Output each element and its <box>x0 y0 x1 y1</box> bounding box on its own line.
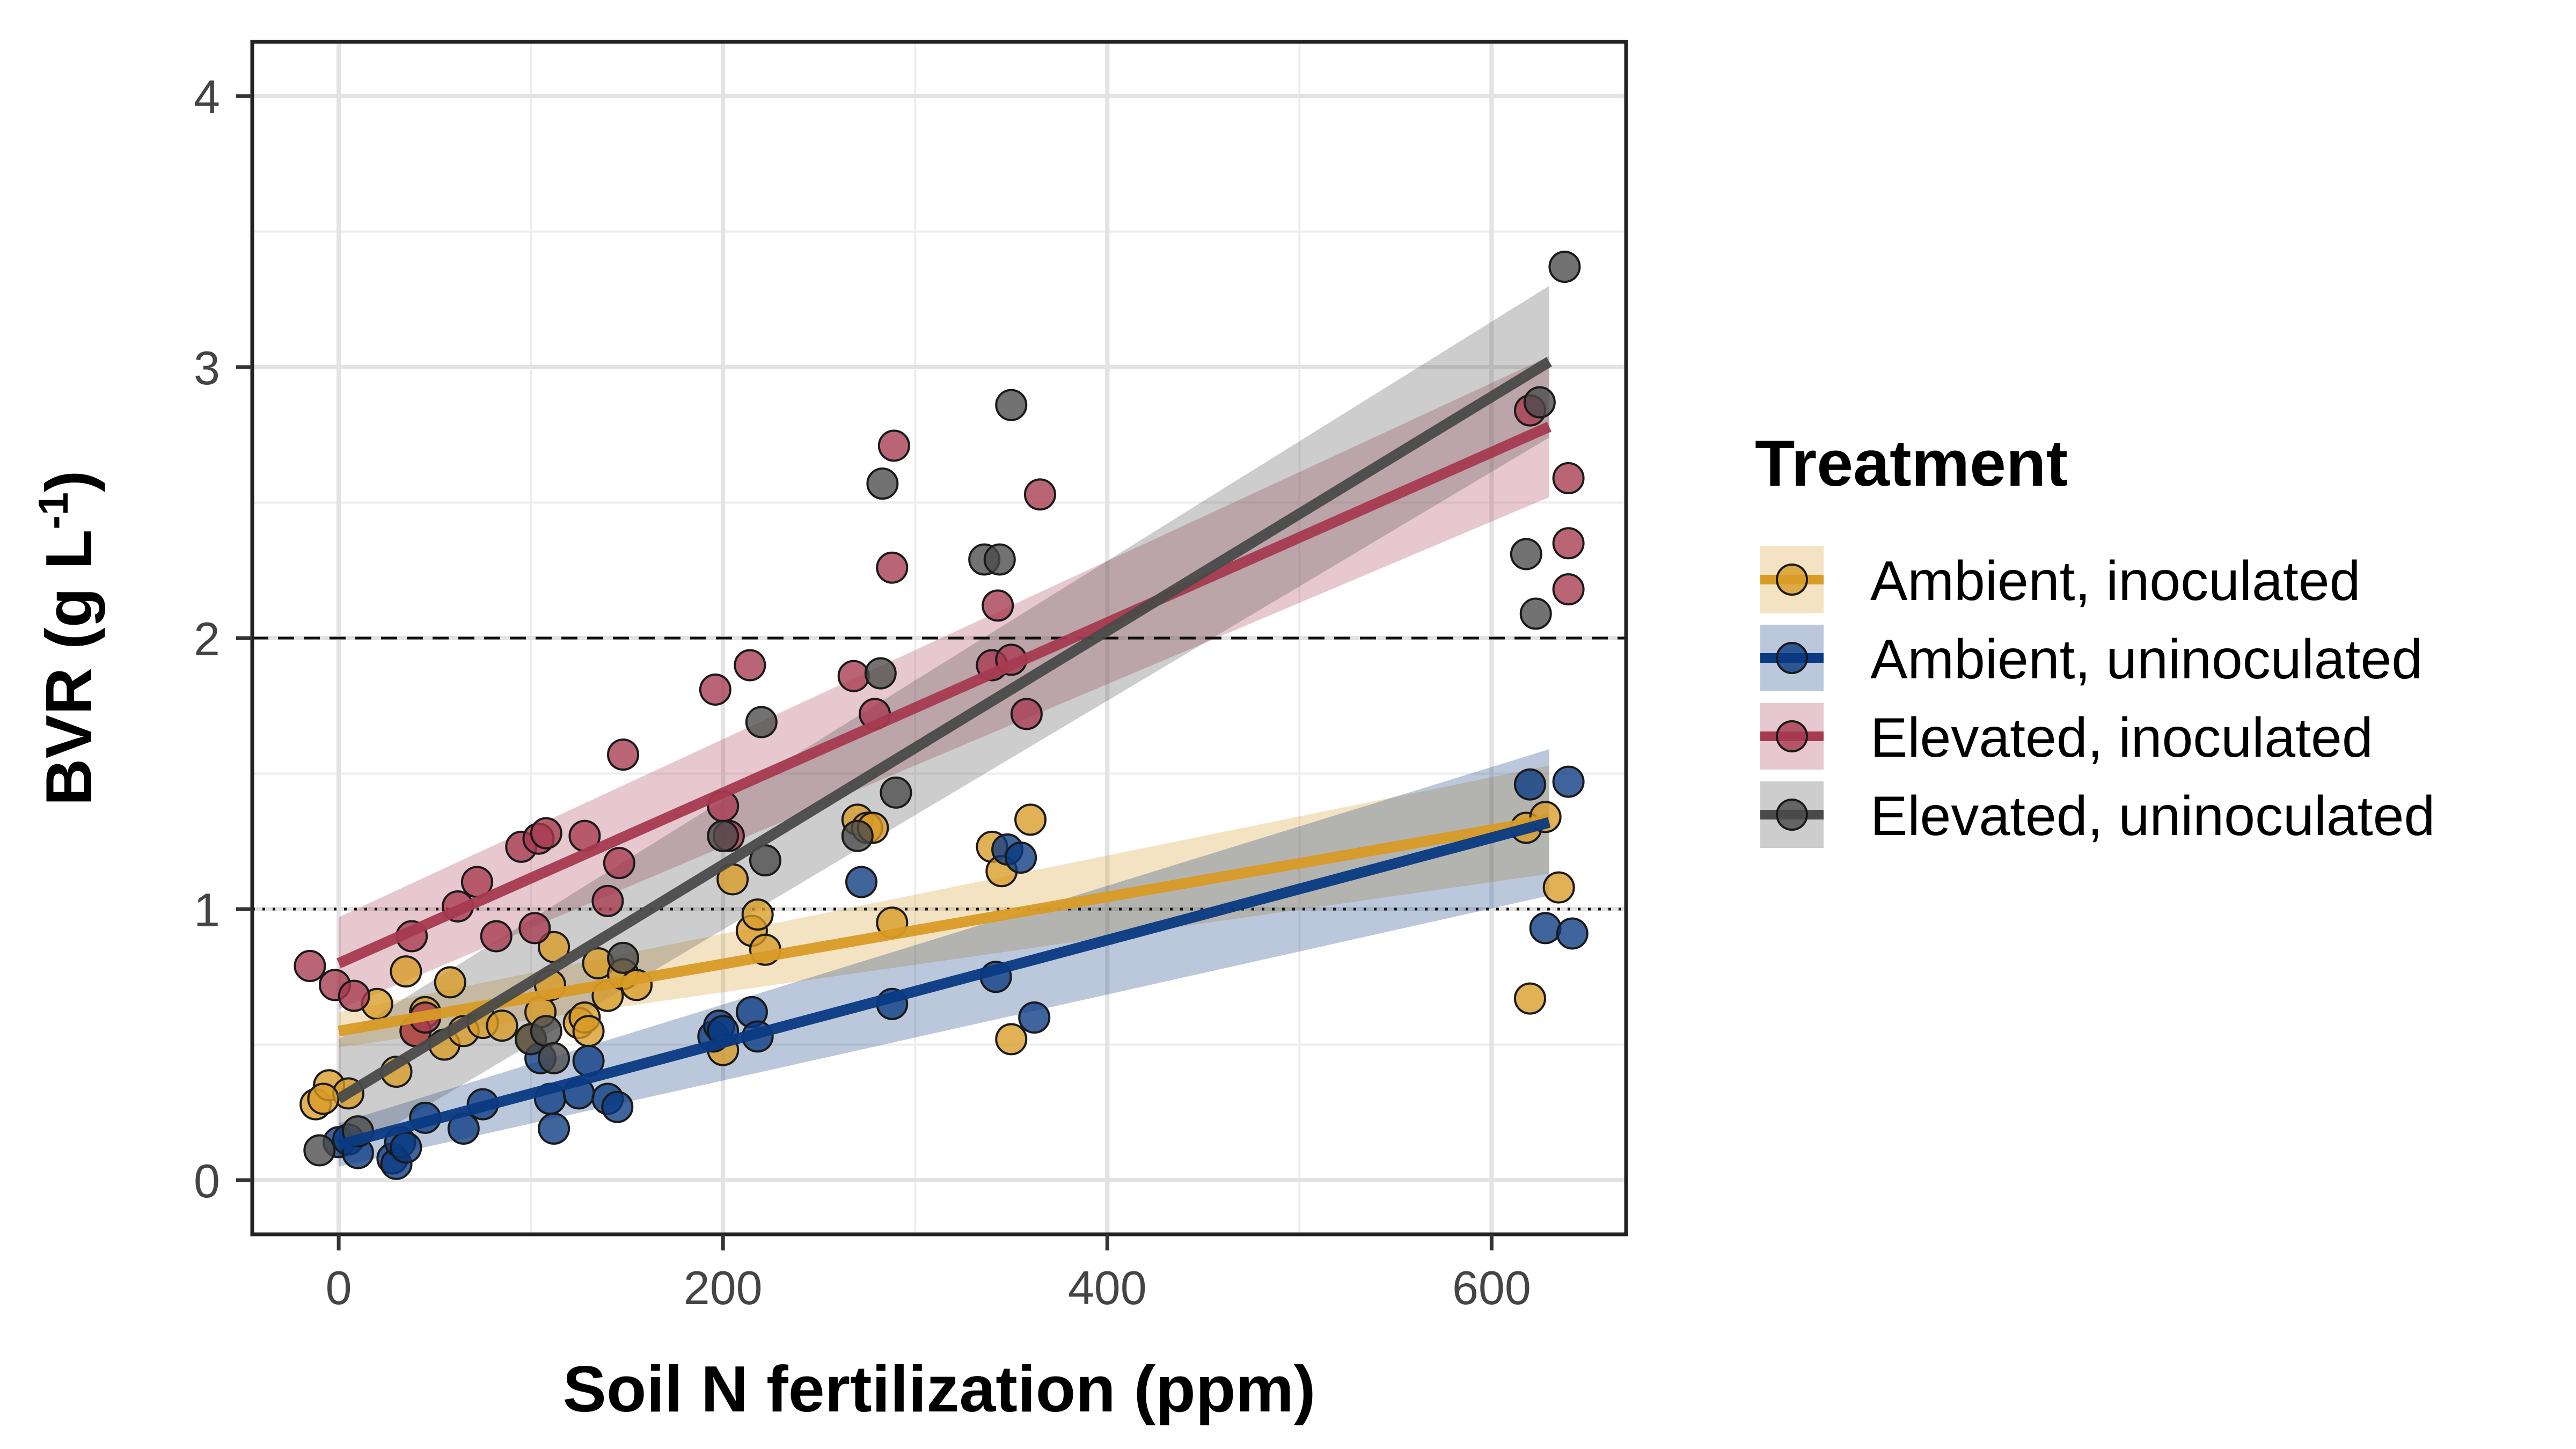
data-point <box>1510 538 1542 570</box>
confidence-ribbon <box>339 286 1549 1159</box>
x-tick-label: 400 <box>1068 1261 1147 1314</box>
data-point <box>538 1042 570 1074</box>
data-point <box>864 657 897 690</box>
data-point <box>603 847 635 880</box>
data-point <box>995 1023 1028 1056</box>
data-point <box>845 866 877 898</box>
x-tick-label: 0 <box>326 1261 352 1314</box>
y-axis-title-close: ) <box>32 470 105 492</box>
data-point <box>1542 871 1575 904</box>
data-point <box>699 673 731 706</box>
legend-label: Elevated, inoculated <box>1870 707 2373 769</box>
data-point <box>1513 768 1546 801</box>
x-tick-label: 200 <box>684 1261 763 1314</box>
data-point <box>1018 1001 1051 1034</box>
data-point <box>841 819 874 852</box>
data-point <box>591 884 624 917</box>
fit-line <box>335 357 1552 1104</box>
data-point <box>1519 597 1552 630</box>
y-tick-label: 4 <box>194 70 220 123</box>
legend-label: Ambient, uninoculated <box>1870 628 2423 691</box>
reference-lines <box>252 636 1626 911</box>
data-point <box>707 819 740 852</box>
y-axis-title-main: BVR (g L <box>32 529 105 806</box>
data-point <box>741 898 774 931</box>
data-point <box>880 776 912 809</box>
data-point <box>1552 765 1585 798</box>
data-point <box>1014 803 1047 836</box>
data-point <box>518 912 551 945</box>
data-point <box>866 467 899 500</box>
data-point <box>390 955 422 988</box>
data-point <box>876 551 909 584</box>
legend-title: Treatment <box>1755 427 2068 500</box>
legend: Treatment Ambient, inoculated Ambient, un… <box>1755 427 2435 848</box>
data-point <box>734 649 766 682</box>
legend-key-point <box>1776 564 1808 596</box>
x-tick-label: 600 <box>1452 1261 1531 1314</box>
data-point <box>607 738 640 771</box>
legend-label: Elevated, uninoculated <box>1870 785 2435 847</box>
data-point <box>338 979 370 1012</box>
data-point <box>303 1134 336 1167</box>
legend-key-point <box>1776 799 1808 831</box>
data-point <box>1010 698 1043 730</box>
data-point <box>1552 462 1585 495</box>
data-point <box>1523 386 1556 419</box>
data-point <box>982 589 1014 622</box>
data-point <box>1513 982 1546 1015</box>
data-point <box>307 1082 340 1115</box>
x-axis-title: Soil N fertilization (ppm) <box>563 1352 1316 1425</box>
data-point <box>434 966 466 999</box>
data-point <box>530 1015 562 1048</box>
data-point <box>837 660 870 692</box>
fit-line <box>338 814 1550 1037</box>
data-point <box>1548 251 1581 283</box>
y-axis-title: BVR (g L-1) <box>30 470 105 806</box>
fit-line <box>337 817 1551 1151</box>
data-point <box>1023 478 1056 511</box>
y-tick-label: 0 <box>194 1154 220 1208</box>
data-point <box>390 1131 422 1164</box>
data-point <box>480 920 513 953</box>
confidence-ribbon <box>339 356 1549 1009</box>
data-point <box>1552 573 1585 606</box>
y-tick-label: 2 <box>194 612 220 665</box>
data-point <box>1005 841 1037 874</box>
data-point <box>294 950 326 983</box>
data-point <box>877 429 910 462</box>
fit-lines <box>335 357 1552 1151</box>
legend-key-point <box>1776 642 1808 674</box>
y-tick-label: 1 <box>194 883 220 936</box>
data-point <box>538 1113 570 1145</box>
data-point <box>530 817 562 850</box>
data-point <box>1552 527 1585 560</box>
legend-key-point <box>1776 720 1808 752</box>
data-point <box>983 543 1016 576</box>
y-tick-label: 3 <box>194 341 220 394</box>
y-axis-title-superscript: -1 <box>30 492 77 529</box>
fit-line <box>336 421 1552 969</box>
data-point <box>607 941 640 974</box>
data-point <box>601 1091 634 1123</box>
data-point <box>1556 917 1589 950</box>
data-point <box>745 706 778 738</box>
data-point <box>995 389 1028 421</box>
legend-label: Ambient, inoculated <box>1870 550 2360 612</box>
axes: 0 200 400 600 0 1 2 3 4 <box>194 70 1531 1314</box>
data-point <box>1529 912 1562 945</box>
data-point <box>572 1015 605 1048</box>
data-point <box>486 1009 518 1042</box>
